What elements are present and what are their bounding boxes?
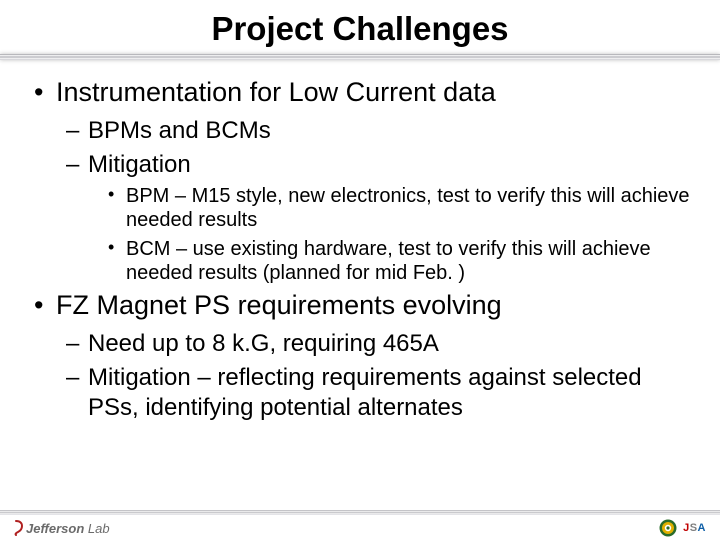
jsa-j: J [683,522,690,534]
right-logos: JSA [659,519,706,537]
jsa-logo: JSA [683,522,706,534]
jlab-logo-text: Jefferson Lab [26,521,110,536]
jlab-mark-icon [14,520,24,536]
jlab-bold: Jefferson [26,521,84,536]
jefferson-lab-logo: Jefferson Lab [14,520,110,536]
bullet-lvl1: FZ Magnet PS requirements evolving [30,289,690,323]
footer-row: Jefferson Lab JSA [0,515,720,540]
slide: Project Challenges Instrumentation for L… [0,0,720,540]
jlab-light: Lab [84,521,109,536]
bullet-lvl2: Mitigation – reflecting requirements aga… [30,363,690,423]
jsa-s: S [690,522,698,534]
bullet-lvl3: BCM – use existing hardware, test to ver… [30,237,690,286]
bullet-lvl1: Instrumentation for Low Current data [30,76,690,110]
bullet-lvl3: BPM – M15 style, new electronics, test t… [30,184,690,233]
slide-title: Project Challenges [0,0,720,54]
bullet-lvl2: Need up to 8 k.G, requiring 465A [30,329,690,359]
slide-footer: Jefferson Lab JSA [0,510,720,540]
bullet-lvl2: Mitigation [30,150,690,180]
doe-seal-icon [659,519,677,537]
slide-content: Instrumentation for Low Current data BPM… [0,60,720,423]
jsa-a: A [698,522,706,534]
bullet-lvl2: BPMs and BCMs [30,116,690,146]
